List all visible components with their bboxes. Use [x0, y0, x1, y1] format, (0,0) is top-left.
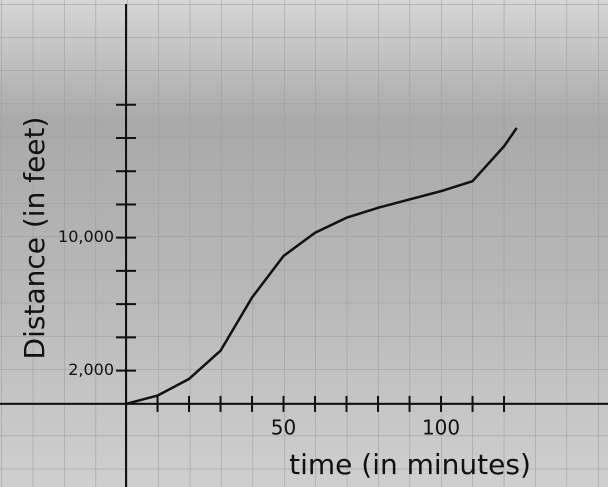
y-axis-label: Distance (in feet): [18, 117, 51, 360]
page: {"chart_data": {"type": "line", "x_label…: [0, 0, 608, 487]
x-tick-label: 50: [271, 415, 296, 439]
y-tick-label: 2,000: [68, 360, 114, 379]
x-axis-label: time (in minutes): [289, 448, 531, 481]
y-tick-label: 10,000: [58, 227, 114, 246]
x-tick-label: 100: [422, 415, 460, 439]
chart: time (in minutes) Distance (in feet) 50 1…: [0, 0, 608, 487]
